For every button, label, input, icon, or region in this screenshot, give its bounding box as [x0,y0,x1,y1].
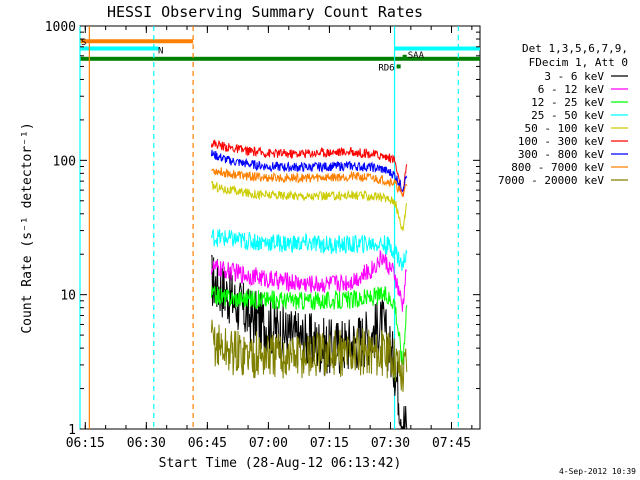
legend-entry-3: 25 - 50 keV [531,109,604,122]
y-tick-label-3: 1000 [45,20,76,35]
y-tick-label-2: 100 [53,154,76,169]
x-tick-label-5: 07:30 [371,436,410,451]
x-tick-label-2: 06:45 [188,436,227,451]
flag-bar [80,46,159,51]
flag-bar [394,46,480,51]
flag-bar [80,56,480,61]
x-tick-label-0: 06:15 [66,436,105,451]
series-line-3 [210,229,408,271]
plot-frame [79,25,481,430]
series-line-6 [210,149,408,193]
legend-entry-0: 3 - 6 keV [544,70,604,83]
y-axis-label: Count Rate (s⁻¹ detector⁻¹) [20,122,35,333]
legend-entry-6: 300 - 800 keV [518,148,604,161]
legend-entry-7: 800 - 7000 keV [511,161,604,174]
legend-entry-1: 6 - 12 keV [538,83,605,96]
flag-label: RD6 [378,63,394,73]
series-line-7 [211,167,408,197]
flag-label: N [158,46,163,56]
series-line-1 [210,249,408,312]
legend-header-1: FDecim 1, Att 0 [529,56,628,69]
x-axis: 06:15 06:30 06:45 07:00 07:15 07:30 07:45 [66,26,473,451]
y-tick-label-1: 10 [60,289,76,304]
legend-entry-5: 100 - 300 keV [518,135,604,148]
y-tick-label-0: 1 [68,423,76,438]
flag-label: SAA [408,51,425,61]
x-tick-label-6: 07:45 [432,436,471,451]
chart-title: HESSI Observing Summary Count Rates [107,3,423,21]
flag-bar [80,39,194,44]
legend-entry-8: 7000 - 20000 keV [498,174,604,187]
x-tick-label-1: 06:30 [127,436,166,451]
flag-bar [396,64,401,69]
series-line-8 [210,319,408,393]
legend-header-0: Det 1,3,5,6,7,9, [522,42,628,55]
y-axis: 1 10 100 1000 [45,20,480,438]
series-line-2 [210,285,408,366]
vertical-markers [79,26,459,429]
x-tick-label-4: 07:15 [310,436,349,451]
series-line-5 [210,139,408,198]
flag-bar [402,54,407,59]
series-lines [210,139,408,430]
series-line-4 [210,180,408,232]
legend-entry-4: 50 - 100 keV [525,122,605,135]
x-axis-label: Start Time (28-Aug-12 06:13:42) [159,456,402,471]
series-line-0 [210,254,408,430]
footer-date: 4-Sep-2012 10:39 [559,467,636,476]
flag-label: S [81,38,86,48]
flag-bars: S N SAA RD6 [80,38,480,73]
legend-entry-2: 12 - 25 keV [531,96,604,109]
x-tick-label-3: 07:00 [249,436,288,451]
legend: Det 1,3,5,6,7,9,FDecim 1, Att 03 - 6 keV… [498,42,628,187]
